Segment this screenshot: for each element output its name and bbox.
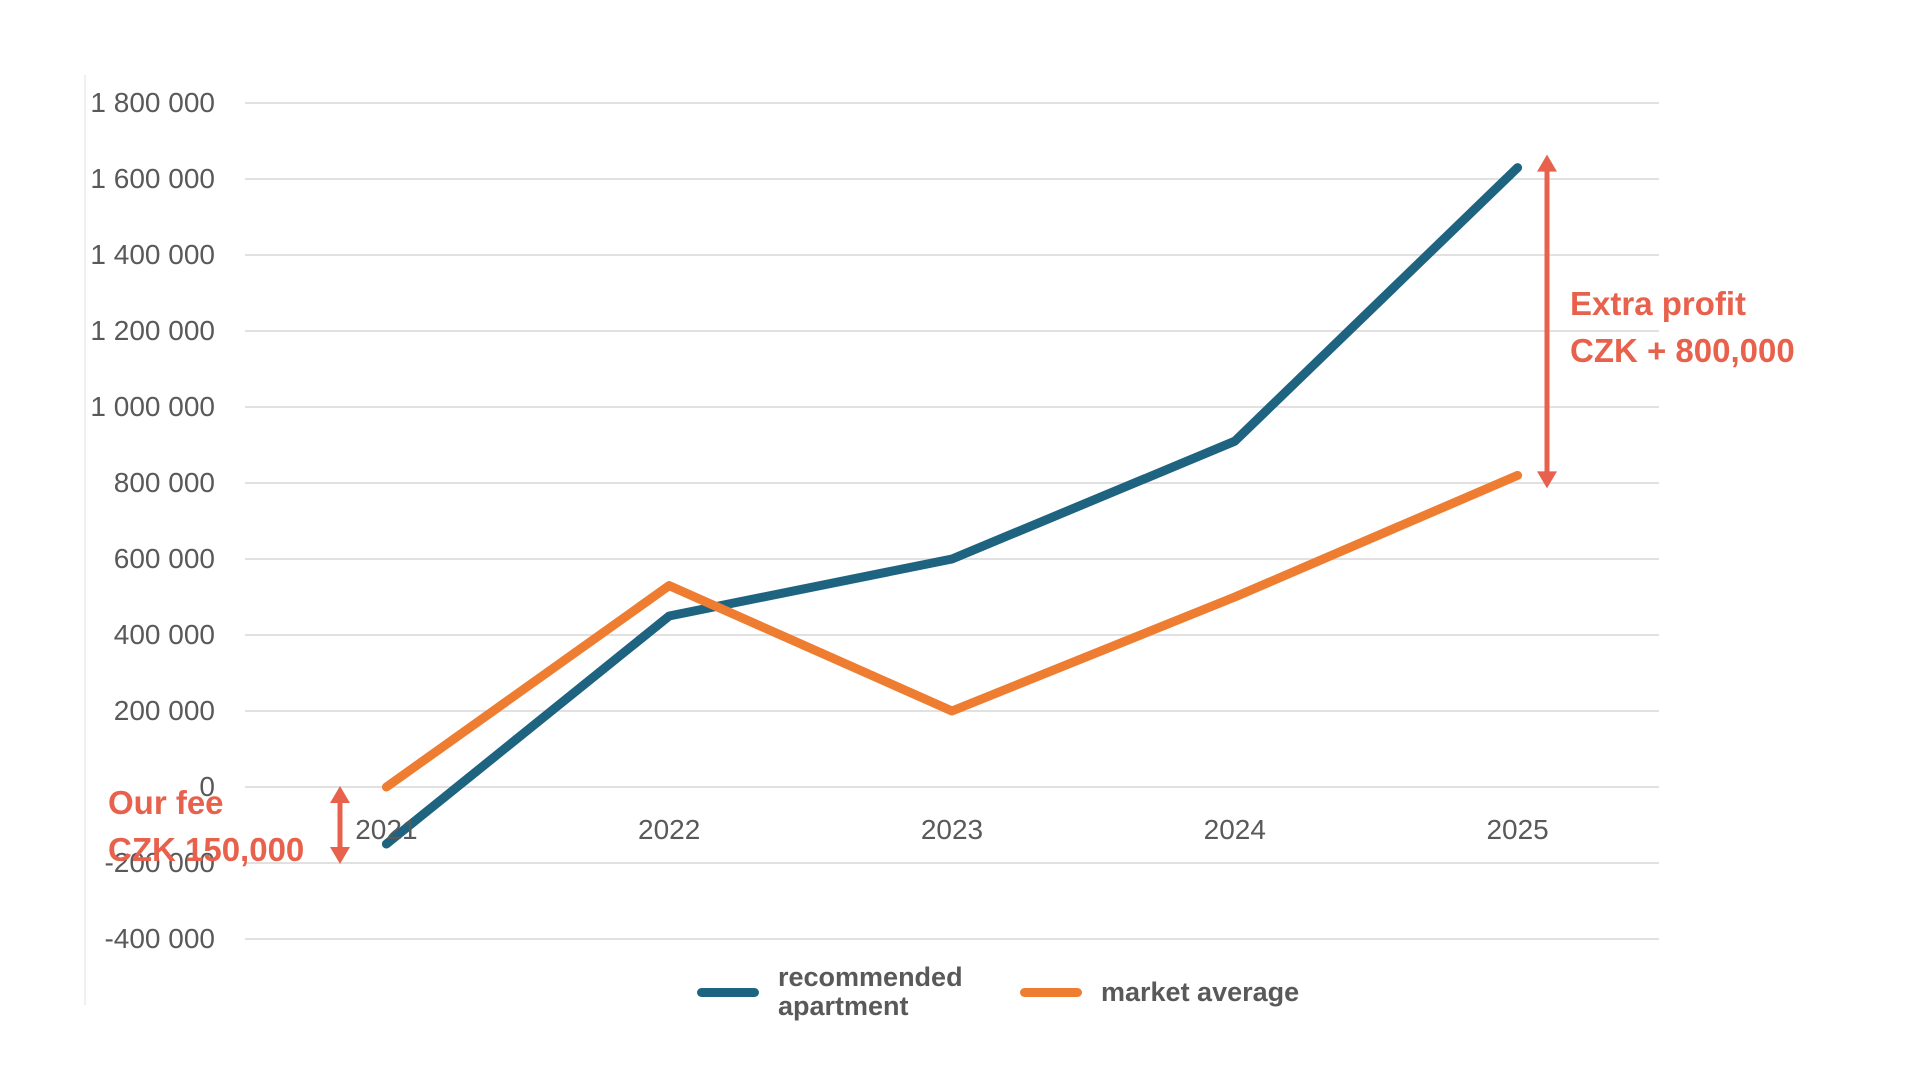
- extra-profit-annotation-line2: CZK + 800,000: [1570, 332, 1795, 369]
- legend-item-market-average: market average: [1020, 976, 1300, 1007]
- y-tick-label: -200 000: [104, 847, 215, 878]
- y-tick-label: 1 200 000: [90, 315, 215, 346]
- extra_profit-arrow-head-up: [1537, 154, 1557, 172]
- fee-annotation-line2: CZK 150,000: [108, 831, 305, 868]
- series-line-recommended-apartment: [381, 163, 1523, 849]
- extra-profit-annotation: Extra profit CZK + 800,000: [1570, 280, 1795, 374]
- y-tick-label: 400 000: [113, 619, 215, 650]
- legend-swatch-recommended-apartment: [697, 987, 759, 997]
- chart-legend: recommended apartment market average: [697, 963, 1299, 1021]
- legend-swatch-market-average: [1020, 987, 1082, 997]
- y-tick-label: 0: [199, 771, 215, 802]
- x-tick-label: 2023: [920, 814, 984, 845]
- legend-item-recommended-apartment: recommended apartment: [697, 962, 963, 1021]
- fee-arrow-head-down: [330, 847, 350, 864]
- y-tick-label: 600 000: [113, 543, 215, 574]
- legend-label-recommended-apartment: recommended apartment: [778, 962, 963, 1021]
- extra_profit-arrow-head-down: [1537, 471, 1557, 489]
- y-tick-label: 1 000 000: [90, 391, 215, 422]
- fee-annotation: Our fee CZK 150,000: [108, 779, 304, 873]
- fee-annotation-line1: Our fee: [108, 784, 224, 821]
- y-tick-label: 200 000: [113, 695, 215, 726]
- fee-arrow-head-up: [330, 786, 350, 803]
- x-tick-label: 2024: [1203, 814, 1266, 845]
- y-tick-label: 800 000: [113, 467, 215, 498]
- extra-profit-annotation-line1: Extra profit: [1570, 285, 1747, 322]
- legend-label-market-average: market average: [1101, 976, 1300, 1007]
- series-line-market-average: [381, 470, 1523, 792]
- x-tick-label: 2025: [1486, 814, 1549, 845]
- x-tick-label: 2022: [638, 814, 701, 845]
- y-tick-label: 1 800 000: [90, 87, 215, 118]
- y-tick-label: 1 600 000: [90, 163, 215, 194]
- y-tick-label: -400 000: [104, 923, 215, 954]
- y-tick-label: 1 400 000: [90, 239, 215, 270]
- x-tick-label: 2021: [355, 814, 418, 845]
